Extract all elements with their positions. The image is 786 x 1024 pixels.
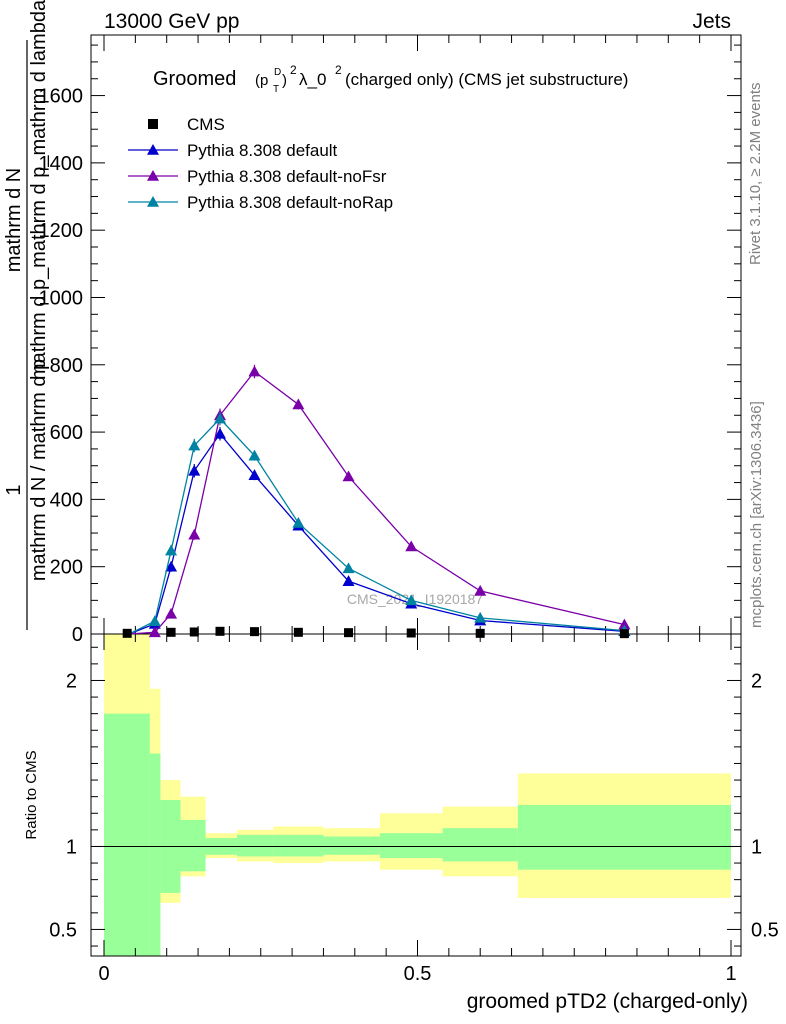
title-prefix: Groomed bbox=[153, 68, 236, 90]
y-tick-label: 1600 bbox=[39, 86, 84, 108]
ratio-band-inner bbox=[323, 836, 380, 855]
title-pt-close: ) bbox=[282, 72, 287, 89]
series-marker bbox=[342, 562, 355, 574]
cms-marker bbox=[249, 627, 259, 637]
ratio-tick-label: 2 bbox=[66, 670, 77, 692]
header-left: 13000 GeV pp bbox=[104, 10, 239, 33]
series-marker bbox=[213, 427, 226, 439]
series-marker bbox=[165, 560, 178, 572]
series-marker bbox=[148, 626, 161, 638]
y-tick-label: 0 bbox=[72, 624, 83, 646]
series-marker bbox=[474, 584, 487, 596]
series-marker bbox=[165, 544, 178, 556]
cms-marker bbox=[344, 628, 354, 638]
ratio-band-inner bbox=[442, 828, 518, 862]
y-label-dN: mathrm d N bbox=[3, 168, 25, 272]
legend-marker bbox=[147, 170, 159, 181]
ratio-band-inner bbox=[149, 753, 161, 956]
legend-marker bbox=[147, 196, 159, 207]
ratio-band-inner bbox=[379, 833, 443, 859]
legend-marker bbox=[148, 119, 158, 129]
x-tick-label: 0 bbox=[98, 963, 109, 985]
cms-points bbox=[122, 626, 629, 639]
y-tick-label: 1200 bbox=[39, 220, 84, 242]
series-marker bbox=[165, 607, 178, 619]
y-tick-label: 800 bbox=[50, 355, 83, 377]
ratio-band-inner bbox=[273, 834, 324, 857]
y-label-one: 1 bbox=[3, 484, 25, 495]
series-marker bbox=[474, 611, 487, 623]
series-marker bbox=[248, 365, 261, 377]
series-marker bbox=[213, 412, 226, 424]
series-marker bbox=[148, 615, 161, 627]
header-right: Jets bbox=[692, 10, 731, 33]
y-tick-label: 600 bbox=[50, 422, 83, 444]
cms-marker bbox=[189, 627, 199, 637]
cms-marker bbox=[619, 629, 629, 639]
ratio-tick-label-right: 1 bbox=[751, 836, 762, 858]
y-tick-label: 200 bbox=[50, 557, 83, 579]
y-axis-ticks: 0 200 400 600 800 1000 1200 1400 1600 bbox=[39, 44, 741, 646]
series-marker bbox=[188, 464, 201, 476]
title-pt: (p bbox=[255, 72, 268, 89]
y-tick-label: 1400 bbox=[39, 153, 84, 175]
title-pt-sub: T bbox=[273, 84, 279, 95]
ratio-band-inner bbox=[517, 804, 731, 870]
cms-marker bbox=[122, 628, 132, 638]
y-label-dN-dp: mathrm d N / mathrm d p bbox=[28, 359, 50, 581]
series-marker bbox=[618, 618, 631, 630]
series-marker bbox=[248, 449, 261, 461]
series-marker bbox=[292, 398, 305, 410]
title-pt-exp: 2 bbox=[290, 63, 297, 77]
series-marker bbox=[405, 540, 418, 552]
x-tick-label: 0.5 bbox=[404, 963, 432, 985]
cms-marker bbox=[166, 627, 176, 637]
title-pt-sup: D bbox=[274, 67, 281, 78]
ratio-band-inner bbox=[236, 834, 274, 857]
x-axis-title: groomed pTD2 (charged-only) bbox=[467, 990, 748, 1013]
watermark: CMS_2021_I1920187 bbox=[347, 591, 483, 607]
series-marker bbox=[248, 469, 261, 480]
legend: CMS Pythia 8.308 default Pythia 8.308 defa… bbox=[128, 115, 393, 212]
ratio-bands bbox=[104, 634, 731, 956]
legend-label: CMS bbox=[187, 115, 225, 134]
series-marker bbox=[188, 439, 201, 451]
series-marker bbox=[405, 594, 418, 606]
ratio-axis-title: Ratio to CMS bbox=[23, 750, 40, 839]
ratio-tick-label: 1 bbox=[66, 836, 77, 858]
series-marker bbox=[188, 528, 201, 540]
y-tick-label: 1000 bbox=[39, 287, 84, 309]
ratio-band-inner bbox=[104, 713, 150, 956]
ratio-band-inner bbox=[180, 819, 206, 872]
title-suffix: (charged only) (CMS jet substructure) bbox=[345, 70, 628, 89]
series-marker bbox=[292, 516, 305, 528]
legend-label: Pythia 8.308 default bbox=[187, 141, 338, 160]
y-tick-label: 400 bbox=[50, 489, 83, 511]
series-marker bbox=[342, 470, 355, 482]
chart-title: Groomed bbox=[153, 68, 236, 90]
series-1 bbox=[129, 364, 631, 638]
legend-label: Pythia 8.308 default-noRap bbox=[187, 193, 393, 212]
series-marker bbox=[342, 575, 355, 586]
series-layer bbox=[128, 364, 631, 638]
ratio-axis-ticks: 0.5 0.5 1 1 2 2 bbox=[49, 646, 779, 947]
title-main-exp: 2 bbox=[335, 63, 342, 77]
x-tick-label: 1 bbox=[725, 963, 736, 985]
legend-marker bbox=[147, 144, 159, 155]
y-label-dlambda: mathrm d p_mathrm d p_mathrm d lambda bbox=[28, 0, 50, 380]
cms-marker bbox=[215, 626, 225, 636]
rivet-label: Rivet 3.1.10, ≥ 2.2M events bbox=[747, 83, 764, 266]
title-main: λ_0 bbox=[299, 70, 326, 89]
x-axis-ticks: 0 0.5 1 bbox=[98, 35, 737, 985]
ratio-frame bbox=[90, 633, 742, 957]
ratio-tick-label-right: 2 bbox=[751, 670, 762, 692]
cms-marker bbox=[475, 628, 485, 638]
ratio-tick-label: 0.5 bbox=[49, 919, 77, 941]
cms-marker bbox=[293, 627, 303, 637]
cms-marker bbox=[406, 628, 416, 638]
legend-label: Pythia 8.308 default-noFsr bbox=[187, 167, 387, 186]
mcplots-label: mcplots.cern.ch [arXiv:1306.3436] bbox=[748, 401, 765, 628]
ratio-tick-label-right: 0.5 bbox=[751, 919, 779, 941]
